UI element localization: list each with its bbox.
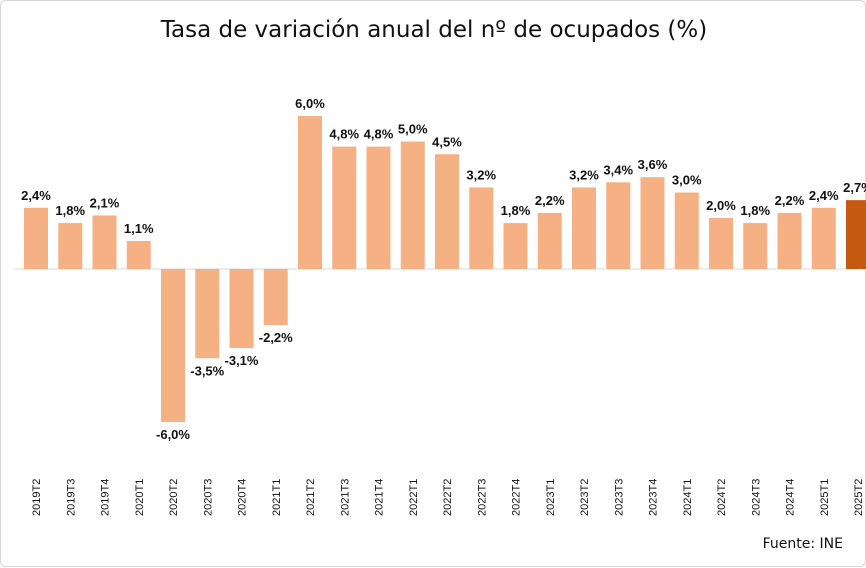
x-tick-2024T1: 2024T1: [682, 479, 694, 516]
data-label-2019T4: 2,1%: [90, 195, 120, 210]
bar-2020T2: [161, 269, 185, 422]
bar-2023T4: [640, 177, 665, 269]
data-label-2021T2: 6,0%: [295, 96, 325, 111]
bar-2019T2: [24, 207, 48, 269]
x-tick-2023T1: 2023T1: [545, 479, 557, 516]
x-tick-2020T3: 2020T3: [202, 479, 214, 516]
bar-2022T2: [435, 154, 459, 269]
bar-2022T4: [503, 223, 528, 269]
bar-2024T2: [709, 218, 733, 269]
data-label-2020T1: 1,1%: [124, 221, 154, 236]
bar-2022T1: [400, 141, 425, 269]
data-label-2024T2: 2,0%: [706, 198, 736, 213]
x-tick-2022T3: 2022T3: [476, 479, 488, 516]
bar-2025T1: [811, 207, 836, 269]
bar-2020T3: [195, 269, 220, 359]
bar-2023T3: [606, 182, 631, 269]
data-label-2022T2: 4,5%: [432, 134, 462, 149]
data-label-2022T3: 3,2%: [466, 167, 496, 182]
source-note: Fuente: INE: [762, 536, 843, 552]
x-tick-2020T1: 2020T1: [134, 479, 146, 516]
bar-2021T2: [298, 116, 322, 269]
x-tick-2021T2: 2021T2: [305, 479, 317, 516]
x-tick-2024T3: 2024T3: [750, 479, 762, 516]
bar-2021T3: [332, 146, 357, 269]
data-label-2019T2: 2,4%: [21, 188, 51, 203]
x-tick-2022T4: 2022T4: [511, 479, 523, 516]
bar-2020T1: [126, 240, 151, 269]
data-label-2020T2: -6,0%: [156, 427, 190, 442]
bar-2020T4: [229, 269, 254, 349]
data-label-2020T4: -3,1%: [225, 353, 259, 368]
x-tick-2019T4: 2019T4: [100, 479, 112, 516]
data-label-2024T1: 3,0%: [672, 173, 702, 188]
data-label-2020T3: -3,5%: [190, 363, 224, 378]
bar-2021T4: [366, 146, 391, 269]
bar-2024T4: [777, 212, 802, 269]
data-label-2024T3: 1,8%: [740, 203, 770, 218]
x-tick-2023T2: 2023T2: [579, 479, 591, 516]
data-label-2023T1: 2,2%: [535, 193, 565, 208]
data-label-2023T3: 3,4%: [603, 162, 633, 177]
x-tick-2020T2: 2020T2: [168, 479, 180, 516]
data-label-2025T2: 2,7%: [843, 180, 866, 195]
x-tick-2025T1: 2025T1: [819, 479, 831, 516]
bar-2022T3: [469, 187, 494, 269]
bar-2023T2: [572, 187, 596, 269]
x-tick-2023T3: 2023T3: [613, 479, 625, 516]
x-tick-2022T1: 2022T1: [408, 479, 420, 516]
x-tick-2020T4: 2020T4: [237, 479, 249, 516]
bar-2024T3: [743, 223, 768, 269]
data-label-2019T3: 1,8%: [55, 203, 85, 218]
x-tick-2021T1: 2021T1: [271, 479, 283, 516]
data-label-2023T4: 3,6%: [638, 157, 668, 172]
x-tick-2021T3: 2021T3: [339, 479, 351, 516]
x-tick-2022T2: 2022T2: [442, 479, 454, 516]
data-label-2021T4: 4,8%: [364, 127, 394, 142]
x-tick-labels-group: 2019T2 2019T3 2019T4 2020T1 2020T2 2020T3 2020…: [31, 479, 865, 516]
bar-2019T4: [92, 215, 117, 269]
data-label-2022T4: 1,8%: [501, 203, 531, 218]
bars-group: [24, 116, 866, 422]
x-tick-2019T2: 2019T2: [31, 479, 43, 516]
bar-2019T3: [58, 223, 83, 269]
x-tick-2024T2: 2024T2: [716, 479, 728, 516]
data-label-2021T1: -2,2%: [259, 330, 293, 345]
x-tick-2025T2: 2025T2: [853, 479, 865, 516]
chart-title: Tasa de variación anual del nº de ocupad…: [160, 17, 708, 43]
bar-2021T1: [263, 269, 288, 326]
bar-2023T1: [537, 212, 562, 269]
x-tick-2024T4: 2024T4: [785, 479, 797, 516]
x-tick-2019T3: 2019T3: [65, 479, 77, 516]
bar-2024T1: [674, 192, 699, 269]
data-label-2022T1: 5,0%: [398, 122, 428, 137]
data-label-2023T2: 3,2%: [569, 167, 599, 182]
x-tick-2023T4: 2023T4: [648, 479, 660, 516]
x-tick-2021T4: 2021T4: [374, 479, 386, 516]
data-label-2025T1: 2,4%: [809, 188, 839, 203]
data-label-2024T4: 2,2%: [775, 193, 805, 208]
data-labels-group: 2,4% 1,8% 2,1% 1,1% -6,0% -3,5%-3,1%-2,2% 6,0%…: [21, 96, 866, 442]
data-label-2021T3: 4,8%: [329, 127, 359, 142]
bar-2025T2: [846, 200, 866, 269]
